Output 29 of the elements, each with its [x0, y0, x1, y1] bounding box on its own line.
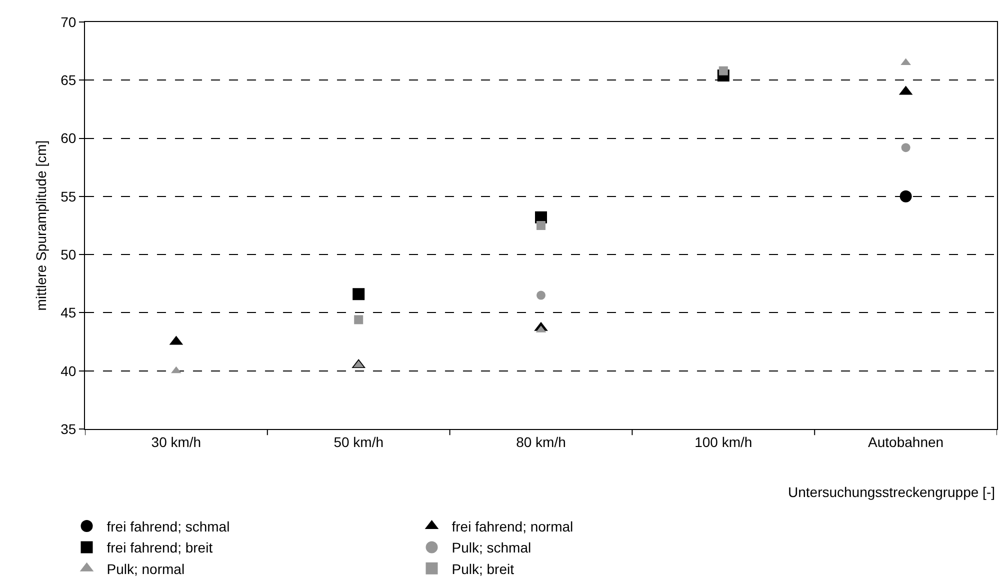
- point: [354, 315, 364, 324]
- x-tick-label: 50 km/h: [334, 434, 384, 450]
- point: [536, 290, 546, 300]
- legend-label: frei fahrend; normal: [452, 518, 574, 534]
- x-axis-title: Untersuchungsstreckengruppe [-]: [788, 484, 995, 500]
- y-tick-label: 50: [60, 246, 76, 262]
- point: [171, 366, 182, 374]
- x-tick-label: 100 km/h: [694, 434, 752, 450]
- y-tick-label: 65: [60, 72, 76, 88]
- point: [900, 190, 912, 202]
- y-tick-label: 70: [60, 14, 76, 30]
- x-tick-label: 80 km/h: [516, 434, 566, 450]
- point: [352, 288, 365, 300]
- y-tick-label: 45: [60, 304, 76, 321]
- x-tick-label: Autobahnen: [868, 434, 944, 450]
- y-tick-label: 55: [60, 188, 76, 204]
- y-tick-label: 40: [60, 362, 76, 379]
- legend-label: Pulk; schmal: [452, 540, 532, 556]
- y-tick-label: 35: [60, 420, 76, 437]
- point: [901, 143, 910, 152]
- y-tick-label: 60: [60, 130, 76, 146]
- point: [536, 221, 546, 230]
- y-axis-title: mittlere Spuramplitude [cm]: [33, 140, 50, 311]
- point: [718, 66, 728, 76]
- legend-label: Pulk; normal: [106, 560, 185, 577]
- x-tick-label: 30 km/h: [151, 434, 202, 450]
- legend-label: frei fahrend; schmal: [106, 518, 230, 534]
- legend-label: Pulk; breit: [452, 560, 514, 577]
- legend-label: frei fahrend; breit: [106, 540, 213, 556]
